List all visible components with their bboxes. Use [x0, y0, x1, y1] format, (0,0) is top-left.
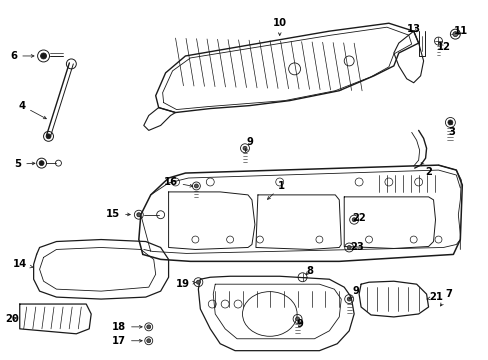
Text: 14: 14: [13, 259, 33, 269]
Circle shape: [447, 120, 452, 125]
Text: 12: 12: [436, 42, 449, 52]
Circle shape: [452, 32, 457, 37]
Text: 5: 5: [14, 159, 35, 169]
Text: 1: 1: [267, 181, 285, 199]
Text: 2: 2: [420, 163, 431, 177]
Circle shape: [351, 218, 355, 222]
Text: 4: 4: [18, 100, 46, 119]
Circle shape: [137, 213, 141, 217]
Text: 17: 17: [112, 336, 142, 346]
Circle shape: [194, 184, 198, 188]
Text: 8: 8: [305, 266, 312, 276]
Text: 13: 13: [406, 24, 420, 34]
Text: 9: 9: [349, 286, 359, 298]
Text: 16: 16: [163, 177, 192, 187]
Text: 19: 19: [175, 279, 195, 289]
Text: 20: 20: [5, 314, 19, 324]
Circle shape: [41, 53, 46, 59]
Circle shape: [196, 280, 200, 284]
Text: 22: 22: [351, 213, 365, 223]
Text: 21: 21: [426, 292, 443, 302]
Text: 9: 9: [245, 137, 253, 152]
Text: 6: 6: [10, 51, 34, 61]
Text: 18: 18: [112, 322, 142, 332]
Circle shape: [146, 339, 150, 343]
Circle shape: [243, 146, 246, 150]
Circle shape: [46, 134, 51, 139]
Text: 10: 10: [272, 18, 286, 36]
Text: 23: 23: [349, 243, 363, 252]
Text: 11: 11: [453, 26, 468, 36]
Circle shape: [39, 161, 44, 166]
Text: 15: 15: [106, 209, 130, 219]
Circle shape: [346, 297, 350, 301]
Text: 9: 9: [296, 319, 303, 329]
Text: 7: 7: [440, 289, 451, 306]
Circle shape: [295, 317, 299, 321]
Circle shape: [146, 325, 150, 329]
Text: 3: 3: [447, 122, 454, 138]
Circle shape: [346, 246, 350, 249]
